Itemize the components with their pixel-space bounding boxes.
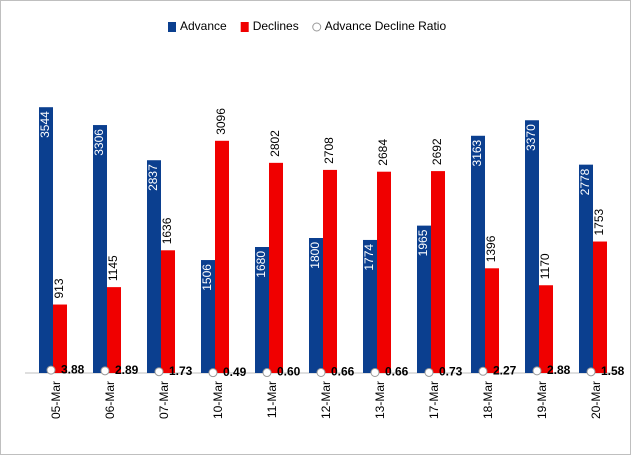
ratio-label: 0.73 — [439, 365, 463, 379]
ratio-label: 1.58 — [601, 364, 625, 378]
bar — [39, 107, 53, 373]
legend-marker — [312, 22, 322, 32]
value-label: 1506 — [200, 264, 214, 291]
value-label: 1145 — [106, 255, 120, 281]
bar — [471, 135, 485, 373]
x-tick-label: 05-Mar — [49, 381, 63, 419]
bar — [593, 241, 607, 373]
value-label: 1396 — [484, 235, 498, 262]
value-label: 1753 — [592, 209, 606, 236]
x-tick-label: 19-Mar — [535, 381, 549, 419]
ratio-marker — [424, 367, 434, 377]
value-label: 1800 — [308, 242, 322, 269]
value-label: 1170 — [538, 253, 552, 279]
ratio-label: 2.88 — [547, 363, 571, 377]
legend-label: Declines — [253, 19, 299, 33]
bar — [107, 287, 121, 373]
value-label: 1965 — [416, 229, 430, 256]
value-label: 3544 — [38, 111, 52, 138]
ratio-label: 2.89 — [115, 363, 139, 377]
value-label: 2684 — [376, 139, 390, 166]
ratio-label: 0.66 — [331, 365, 355, 379]
x-tick-label: 06-Mar — [103, 381, 117, 419]
legend-swatch — [168, 22, 176, 32]
ratio-marker — [586, 367, 596, 377]
bar — [53, 304, 67, 373]
x-tick-label: 11-Mar — [265, 381, 279, 418]
ratio-marker — [478, 366, 488, 376]
value-label: 1636 — [160, 217, 174, 244]
ratio-label: 0.49 — [223, 365, 247, 379]
x-tick-label: 07-Mar — [157, 381, 171, 419]
value-label: 2692 — [430, 138, 444, 165]
ratio-marker — [154, 367, 164, 377]
value-label: 1680 — [254, 251, 268, 278]
ratio-marker — [46, 365, 56, 375]
bar — [539, 285, 553, 373]
bar — [485, 268, 499, 373]
x-tick-label: 10-Mar — [211, 381, 225, 419]
bar — [417, 225, 431, 373]
value-label: 3163 — [470, 139, 484, 166]
value-label: 3370 — [524, 124, 538, 151]
bar — [431, 171, 445, 373]
ratio-label: 2.27 — [493, 363, 517, 377]
ratio-marker — [532, 366, 542, 376]
bar — [579, 164, 593, 373]
legend-label: Advance — [180, 19, 227, 33]
ratio-marker — [370, 368, 380, 378]
x-tick-label: 20-Mar — [589, 381, 603, 419]
ratio-label: 0.66 — [385, 365, 409, 379]
value-label: 2802 — [268, 130, 282, 157]
legend-swatch — [240, 22, 249, 32]
x-tick-label: 13-Mar — [373, 381, 387, 419]
x-tick-label: 12-Mar — [319, 381, 333, 419]
bar — [93, 125, 107, 373]
value-label: 3306 — [92, 129, 106, 156]
x-tick-label: 17-Mar — [427, 381, 441, 419]
bar — [269, 162, 283, 373]
value-label: 913 — [52, 278, 66, 298]
bar — [201, 260, 215, 373]
value-label: 2837 — [146, 164, 160, 191]
ratio-marker — [316, 368, 326, 378]
ratio-label: 1.73 — [169, 364, 193, 378]
bar — [161, 250, 175, 373]
bar — [363, 239, 377, 373]
value-label: 2708 — [322, 137, 336, 164]
x-tick-label: 18-Mar — [481, 381, 495, 419]
ratio-marker — [100, 366, 110, 376]
ratio-label: 0.60 — [277, 365, 301, 379]
bar — [377, 171, 391, 373]
ratio-label: 3.88 — [61, 362, 85, 376]
bar — [147, 160, 161, 373]
ratio-marker — [208, 368, 218, 378]
bar — [215, 140, 229, 373]
bar — [309, 238, 323, 373]
bar — [525, 120, 539, 373]
value-label: 1774 — [362, 244, 376, 271]
bar — [323, 169, 337, 373]
value-label: 2778 — [578, 168, 592, 195]
ratio-marker — [262, 368, 272, 378]
legend-label: Advance Decline Ratio — [325, 19, 447, 33]
value-label: 3096 — [214, 108, 228, 135]
bar — [255, 247, 269, 373]
